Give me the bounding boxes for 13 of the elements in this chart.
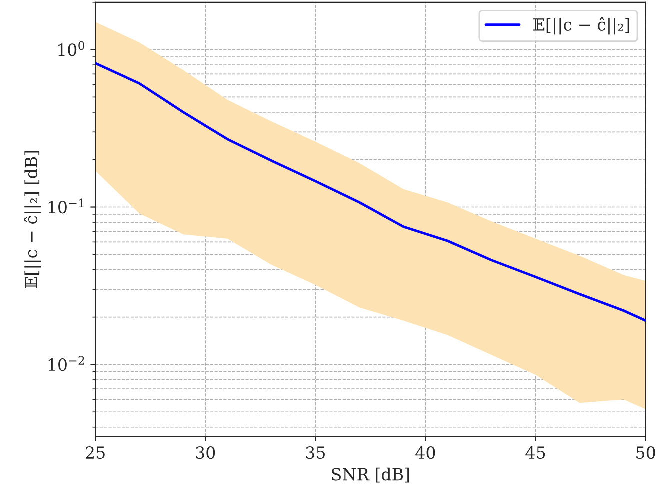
x-tick-label: 45	[526, 446, 546, 460]
x-tick-label: 30	[196, 446, 216, 460]
line-series	[96, 62, 646, 322]
x-tick-label: 35	[306, 446, 325, 460]
y-tick-label: 10$^{−1}$	[48, 198, 84, 214]
y-tick-label: 10$^{0}$	[58, 41, 85, 56]
y-tick-label: 10$^{−2}$	[48, 356, 84, 372]
x-axis-title: SNR [dB]	[332, 468, 410, 483]
x-tick-label: 25	[86, 446, 105, 460]
x-tick-label: 50	[636, 446, 656, 460]
y-axis-title: 𝔼[||c − ĉ||₂] [dB]	[24, 151, 42, 288]
x-tick-label: 40	[416, 446, 436, 460]
legend-label: 𝔼[||c − ĉ||₂]	[534, 17, 630, 35]
